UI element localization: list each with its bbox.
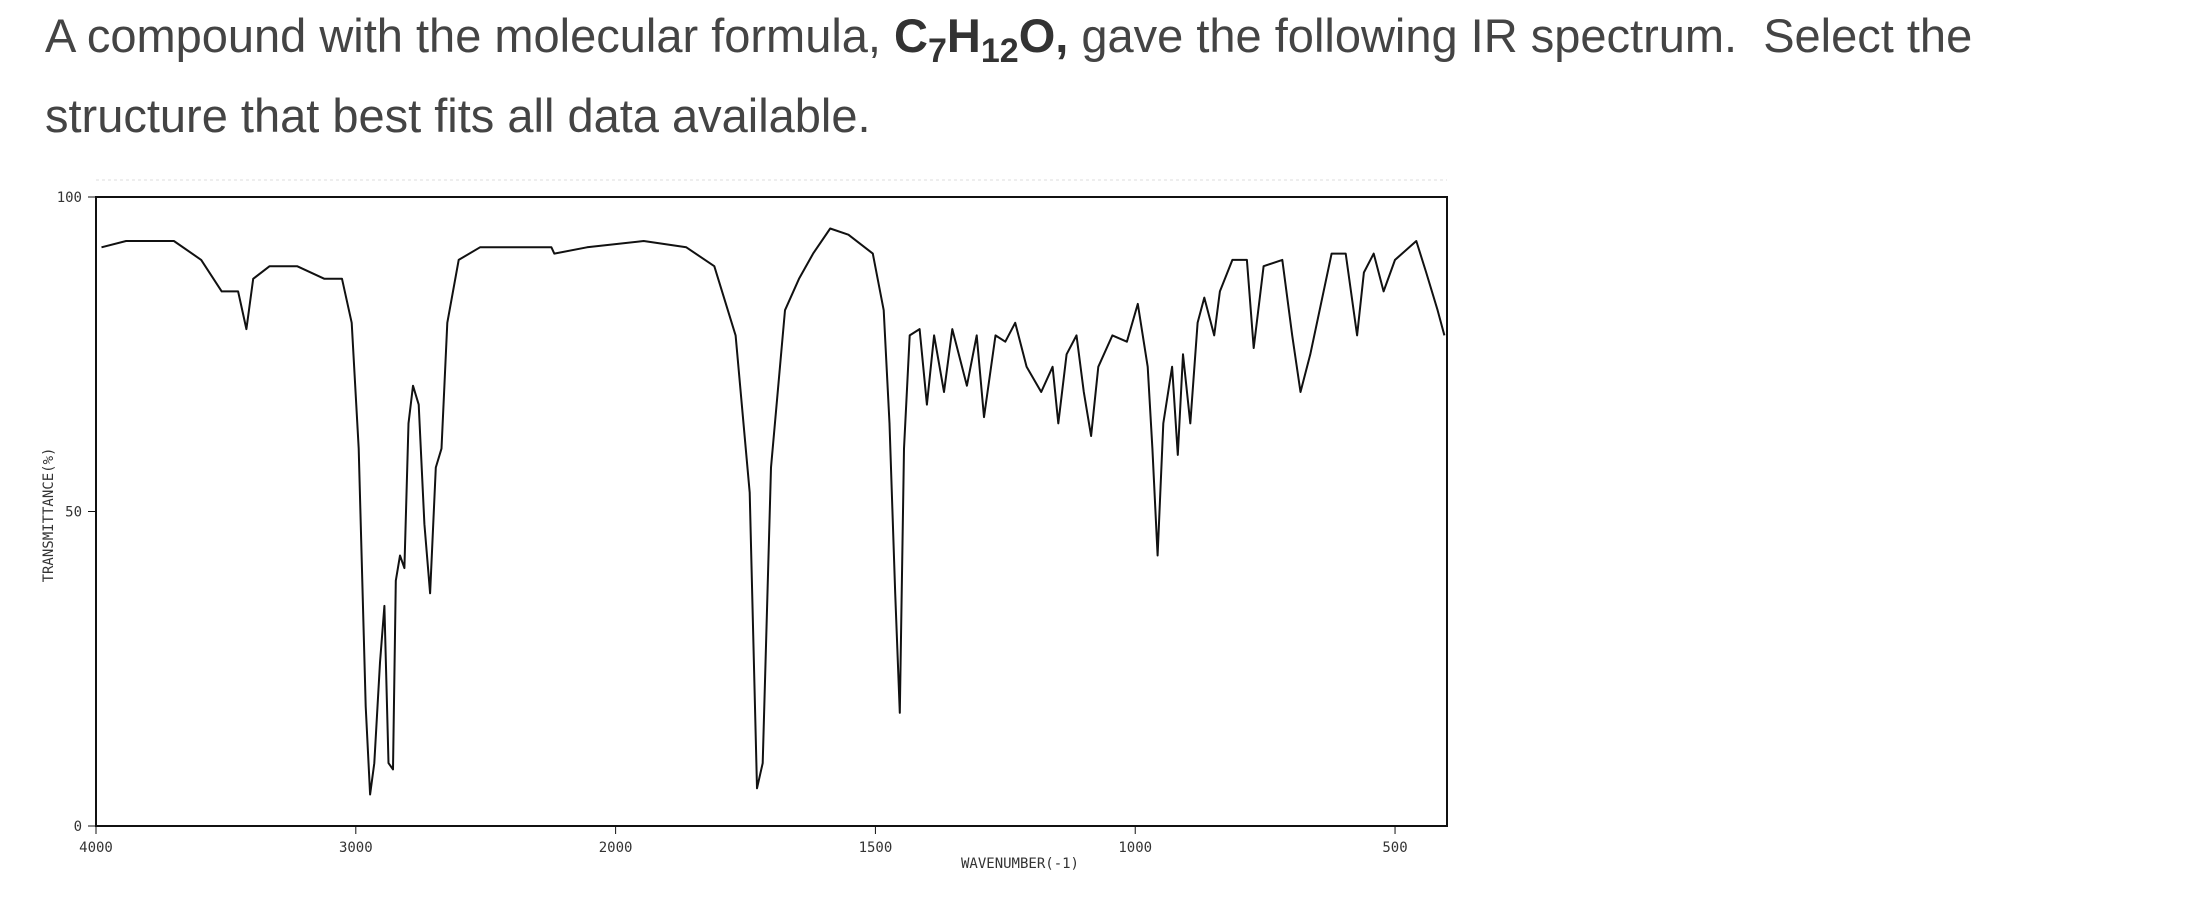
x-tick-label: 1000 xyxy=(1118,840,1152,856)
x-tick-label: 3000 xyxy=(339,840,373,856)
y-axis-label: TRANSMITTANCE(%) xyxy=(41,448,57,583)
y-tick-label: 100 xyxy=(57,190,82,206)
x-tick-label: 1500 xyxy=(859,840,893,856)
text: 7 xyxy=(927,32,947,70)
text: H xyxy=(946,9,981,62)
question-line: A compound with the molecular formula, C… xyxy=(45,8,1972,71)
x-tick-label: 2000 xyxy=(599,840,633,856)
text: 12 xyxy=(980,32,1019,70)
x-axis-label: WAVENUMBER(-1) xyxy=(961,856,1079,872)
question-line: structure that best fits all data availa… xyxy=(45,89,871,142)
text: A compound with the molecular formula, xyxy=(45,9,895,62)
plot-frame xyxy=(95,196,1448,827)
x-tick-label: 500 xyxy=(1382,840,1407,856)
text: gave the following IR spectrum. Select t… xyxy=(1068,9,1973,62)
formula: C7H12O, xyxy=(894,9,1069,70)
x-tick-label: 4000 xyxy=(79,840,113,856)
text: C xyxy=(894,9,928,62)
text: O, xyxy=(1018,9,1069,62)
spectrum-line xyxy=(101,227,1446,796)
y-tick-label: 50 xyxy=(65,505,82,521)
y-tick-label: 0 xyxy=(74,819,82,835)
